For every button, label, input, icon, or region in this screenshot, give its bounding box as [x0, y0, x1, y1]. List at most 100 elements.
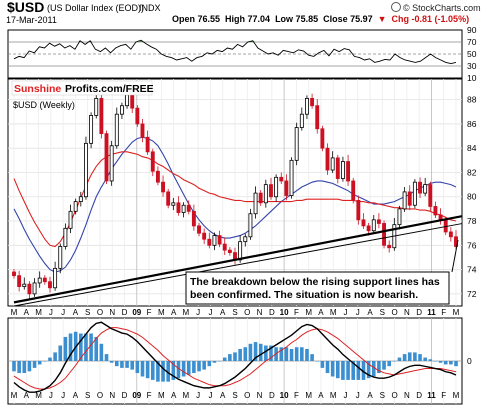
macd-histogram-bar [305, 348, 309, 361]
candle-body [22, 283, 27, 287]
candle-body [305, 98, 309, 115]
macd-histogram-bar [197, 361, 201, 372]
macd-x-tick-label: N [404, 391, 410, 400]
macd-histogram-bar [176, 361, 181, 379]
macd-histogram-bar [99, 343, 104, 361]
macd-x-tick-label: 09 [132, 391, 141, 400]
macd-x-tick-label: S [85, 391, 90, 400]
candle-body [191, 210, 196, 227]
macd-histogram-bar [366, 361, 371, 379]
macd-histogram-bar [207, 361, 212, 367]
x-tick-label: D [416, 308, 422, 317]
macd-histogram-bar [449, 361, 453, 365]
candle-body [412, 181, 417, 206]
macd-histogram-bar [58, 345, 63, 361]
candle-body [161, 181, 165, 193]
open-value: Open 76.55 [172, 14, 221, 24]
macd-x-tick-label: S [380, 391, 385, 400]
candle-body [402, 191, 407, 210]
x-tick-label: A [73, 308, 79, 317]
macd-x-tick-label: M [183, 391, 190, 400]
candle-body [433, 206, 438, 216]
macd-x-tick-label: M [305, 391, 312, 400]
macd-x-tick-label: D [269, 391, 275, 400]
macd-x-tick-label: M [11, 391, 18, 400]
macd-x-tick-label: A [220, 391, 226, 400]
macd-histogram-bar [325, 361, 330, 374]
macd-histogram-bar [166, 361, 170, 382]
macd-signal-line [13, 327, 457, 390]
rsi-panel: 10 30 50 70 90 [7, 25, 477, 83]
x-tick-label: M [158, 308, 165, 317]
macd-histogram-bar [63, 336, 68, 361]
macd-x-tick-label: O [97, 391, 103, 400]
candle-body [222, 243, 227, 251]
macd-histogram-bar [335, 361, 340, 379]
annotation-text: been confirmed. The situation is now bea… [190, 289, 418, 301]
x-tick-label: J [61, 308, 65, 317]
macd-x-tick-label: A [24, 391, 30, 400]
macd-histogram-bar [68, 333, 73, 361]
macd-histogram-bar [443, 361, 448, 365]
symbol-name: (US Dollar Index (EOD)) [47, 3, 145, 13]
candle-body [89, 115, 94, 144]
candle-body [248, 213, 253, 238]
x-tick-label: J [196, 308, 200, 317]
macd-histogram-bar [12, 361, 16, 372]
macd-x-tick-label: D [416, 391, 422, 400]
exchange-label: INDX [139, 3, 161, 13]
macd-x-tick-label: J [208, 391, 212, 400]
macd-x-tick-label: J [356, 391, 360, 400]
candle-body [125, 94, 130, 107]
macd-histogram-bar [438, 361, 443, 363]
macd-x-tick-label: 10 [280, 391, 289, 400]
candle-body [94, 98, 99, 116]
rsi-tick-label: 70 [467, 37, 477, 47]
macd-histogram-bar [104, 354, 109, 361]
candle-body [263, 184, 268, 204]
macd-x-tick-label: A [171, 391, 177, 400]
brand-text: © StockCharts.com [403, 3, 481, 13]
macd-histogram-bar [22, 361, 27, 374]
x-tick-label: A [367, 308, 373, 317]
x-tick-label: S [232, 308, 237, 317]
candle-body [78, 196, 83, 203]
macd-histogram-bar [264, 345, 268, 361]
x-tick-label: M [330, 308, 337, 317]
annotation-box [185, 271, 450, 305]
macd-histogram-bar [84, 333, 88, 361]
price-tick-label: 78 [467, 216, 477, 226]
macd-histogram-bar [258, 343, 263, 361]
x-tick-label: M [35, 308, 42, 317]
candle-body [361, 219, 366, 227]
macd-x-tick-label: M [330, 391, 337, 400]
macd-histogram-bar [423, 357, 427, 361]
candle-body [448, 231, 453, 238]
macd-histogram-bar [300, 347, 304, 361]
rising-support-line [13, 215, 463, 304]
macd-histogram-bar [150, 361, 155, 380]
price-tick-label: 88 [467, 95, 477, 105]
macd-histogram-bar [351, 361, 356, 380]
macd-histogram-bar [413, 352, 417, 361]
macd-histogram-bar [407, 352, 412, 361]
candle-body [346, 161, 351, 182]
candle-body [186, 204, 191, 212]
price-tick-label: 82 [467, 167, 477, 177]
candle-body [217, 235, 222, 245]
macd-histogram-bar [371, 361, 376, 377]
candle-body [423, 184, 428, 194]
close-value: Close 75.97 [323, 14, 373, 24]
rising-support-line [13, 223, 463, 307]
candle-body [299, 113, 304, 128]
macd-histogram-bar [140, 361, 145, 377]
candle-body [99, 98, 104, 135]
macd-histogram-bar [37, 361, 42, 365]
macd-x-tick-label: O [244, 391, 250, 400]
candle-body [356, 199, 361, 221]
macd-x-tick-label: J [49, 391, 53, 400]
macd-x-tick-label: A [73, 391, 79, 400]
macd-histogram-bar [428, 359, 433, 361]
